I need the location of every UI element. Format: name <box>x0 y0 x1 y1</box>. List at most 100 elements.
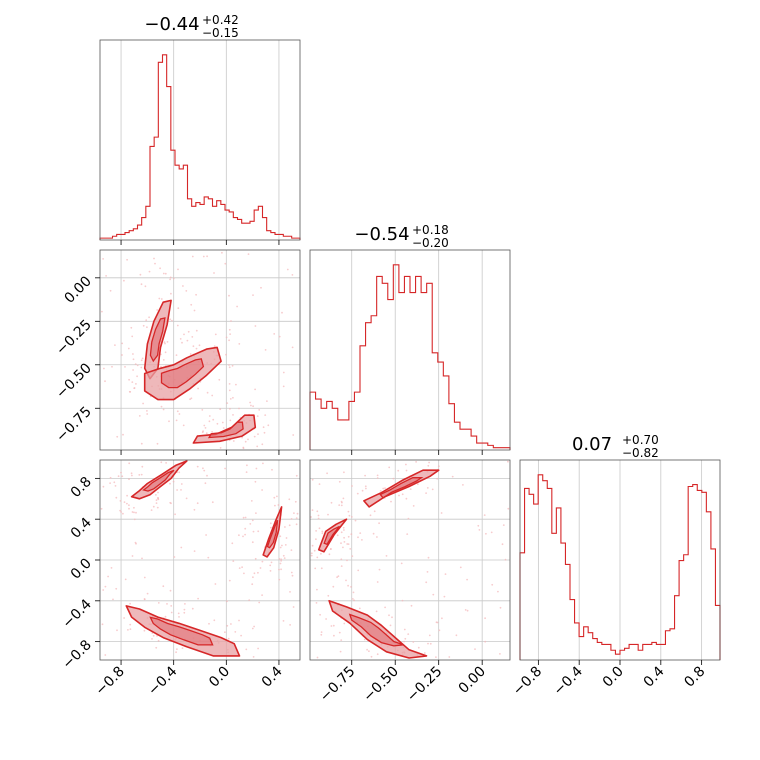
sample-point <box>313 549 316 552</box>
sample-point <box>189 353 192 355</box>
sample-point <box>347 535 350 538</box>
sample-point <box>484 640 487 643</box>
sample-point <box>264 349 267 351</box>
x-tick-label: −0.8 <box>93 664 128 699</box>
panel-2-0: −0.8 −0.4 0.0 0.4 −0.8 −0.4 0.0 0.4 0.8 <box>59 459 301 699</box>
sample-point <box>205 534 207 536</box>
sample-point <box>135 511 137 514</box>
sample-point <box>109 476 112 479</box>
sample-point <box>182 285 184 287</box>
panel-title-value: −0.54 <box>354 224 409 245</box>
sample-point <box>146 326 148 329</box>
sample-point <box>134 363 137 365</box>
sample-point <box>332 585 335 588</box>
sample-point <box>436 477 439 480</box>
sample-point <box>280 568 282 571</box>
sample-point <box>271 468 273 471</box>
sample-point <box>269 570 272 572</box>
x-tick-label: −0.25 <box>404 664 446 706</box>
sample-point <box>156 309 159 311</box>
sample-point <box>440 512 443 514</box>
sample-point <box>238 407 240 410</box>
sample-point <box>288 524 291 527</box>
sample-point <box>201 409 204 411</box>
sample-point <box>176 324 179 327</box>
sample-point <box>296 512 299 515</box>
sample-point <box>146 413 149 415</box>
sample-point <box>357 536 359 539</box>
sample-point <box>162 585 165 588</box>
sample-point <box>320 567 323 570</box>
sample-point <box>451 475 454 478</box>
sample-point <box>340 558 343 561</box>
sample-point <box>330 548 332 550</box>
sample-point <box>122 512 124 515</box>
sample-point <box>238 567 241 569</box>
sample-point <box>191 607 194 610</box>
sample-point <box>202 255 205 258</box>
sample-point <box>332 624 335 627</box>
sample-point <box>121 475 124 478</box>
sample-point <box>280 560 282 562</box>
sample-point <box>257 571 259 574</box>
sample-point <box>214 583 217 585</box>
panel-frame <box>309 249 511 451</box>
sample-point <box>180 489 182 491</box>
sample-point <box>140 283 143 286</box>
sample-point <box>180 546 183 549</box>
sample-point <box>168 420 170 423</box>
panel-1-0: −0.75−0.50−0.25 0.00 <box>53 249 301 455</box>
sample-point <box>253 625 256 628</box>
sample-point <box>378 522 380 525</box>
sample-point <box>244 527 247 530</box>
sample-point <box>206 474 208 477</box>
sample-point <box>250 500 253 502</box>
sample-point <box>261 594 263 596</box>
sample-point <box>295 474 298 477</box>
sample-point <box>337 575 340 578</box>
sample-point <box>181 341 183 344</box>
sample-point <box>255 512 257 514</box>
sample-point <box>407 517 410 520</box>
sample-point <box>273 333 276 335</box>
sample-point <box>294 500 297 503</box>
sample-point <box>109 289 112 292</box>
sample-point <box>216 422 219 425</box>
sample-point <box>295 523 298 526</box>
sample-point <box>276 495 278 498</box>
sample-point <box>207 556 210 559</box>
sample-point <box>170 292 172 295</box>
sample-point <box>343 529 345 531</box>
sample-point <box>156 506 159 509</box>
sample-point <box>132 353 134 355</box>
sample-point <box>119 500 122 502</box>
sample-point <box>314 567 317 570</box>
panel-title-value: −0.44 <box>144 14 199 35</box>
sample-point <box>477 524 480 527</box>
contour-inner <box>266 519 279 549</box>
sample-point <box>270 526 272 529</box>
sample-point <box>255 467 258 470</box>
sample-point <box>429 642 432 645</box>
sample-point <box>195 347 198 350</box>
sample-point <box>184 603 186 605</box>
sample-point <box>148 270 151 273</box>
sample-point <box>166 603 168 605</box>
panel-title-plus: +0.42 <box>202 13 239 27</box>
sample-point <box>464 609 467 611</box>
sample-point <box>247 253 250 255</box>
sample-point <box>338 631 341 634</box>
sample-point <box>349 548 352 550</box>
sample-point <box>228 339 231 342</box>
sample-point <box>340 639 343 641</box>
sample-point <box>361 539 363 541</box>
sample-point <box>177 307 180 310</box>
sample-point <box>340 531 343 534</box>
panel-title-plus: +0.70 <box>622 433 659 447</box>
sample-point <box>179 338 182 340</box>
sample-point <box>426 571 429 573</box>
sample-point <box>126 258 128 261</box>
sample-point <box>351 485 353 487</box>
sample-point <box>175 354 178 356</box>
y-tick-label: −0.75 <box>53 404 95 446</box>
